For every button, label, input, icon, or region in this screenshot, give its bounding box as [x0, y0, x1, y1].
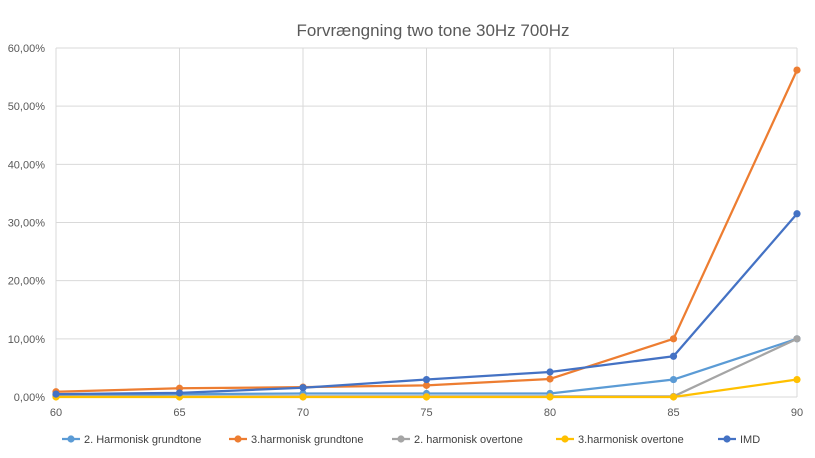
axis-layer: 0,00% 10,00% 20,00% 30,00% 40,00% 50,00% 60,00… [8, 43, 803, 419]
data-point [422, 381, 431, 389]
x-tick-label: 60 [50, 407, 62, 419]
chart-title: Forvrængning two tone 30Hz 700Hz [296, 21, 569, 40]
data-point [422, 375, 431, 384]
y-tick-label: 10,00% [8, 334, 46, 346]
legend-label: 3.harmonisk grundtone [251, 434, 364, 446]
legend-entry: 3.harmonisk grundtone [229, 434, 364, 446]
legend-marker [234, 435, 242, 443]
y-tick-label: 50,00% [8, 101, 46, 113]
legend-label: 2. Harmonisk grundtone [84, 434, 201, 446]
y-tick-label: 60,00% [8, 43, 46, 55]
x-tick-label: 85 [667, 407, 679, 419]
x-tick-label: 75 [420, 407, 432, 419]
series-layer [52, 66, 801, 401]
data-point [546, 393, 554, 401]
y-tick-label: 30,00% [8, 218, 46, 230]
series-4 [52, 375, 801, 401]
data-point [299, 384, 307, 392]
legend-entry: 2. Harmonisk grundtone [62, 434, 201, 446]
data-point [175, 389, 184, 397]
data-point [793, 66, 801, 74]
legend-marker [397, 435, 405, 443]
x-tick-label: 80 [544, 407, 556, 419]
data-point [546, 375, 554, 383]
legend-label: 2. harmonisk overtone [414, 434, 523, 446]
legend-label: IMD [740, 434, 760, 446]
data-point [52, 390, 60, 398]
data-point [669, 352, 678, 360]
data-point [669, 335, 678, 343]
data-point [793, 335, 801, 343]
data-point [793, 210, 801, 218]
data-point [422, 393, 431, 401]
data-point [669, 393, 678, 401]
legend-entry: IMD [718, 434, 760, 446]
legend-label: 3.harmonisk overtone [578, 434, 684, 446]
series-5 [52, 210, 801, 398]
legend-marker [723, 435, 731, 443]
x-tick-label: 90 [791, 407, 803, 419]
legend-marker [561, 435, 569, 443]
legend-entry: 2. harmonisk overtone [392, 434, 523, 446]
x-tick-label: 65 [173, 407, 185, 419]
data-point [299, 393, 307, 401]
grid-layer [55, 47, 798, 398]
y-tick-label: 40,00% [8, 159, 46, 171]
y-tick-label: 0,00% [14, 392, 45, 404]
y-tick-label: 20,00% [8, 276, 46, 288]
data-point [546, 368, 554, 376]
legend-entry: 3.harmonisk overtone [556, 434, 684, 446]
legend: 2. Harmonisk grundtone 3.harmonisk grundt… [62, 434, 760, 446]
legend-marker [67, 435, 75, 443]
x-tick-label: 70 [297, 407, 309, 419]
data-point [793, 375, 801, 384]
data-point [669, 375, 678, 384]
